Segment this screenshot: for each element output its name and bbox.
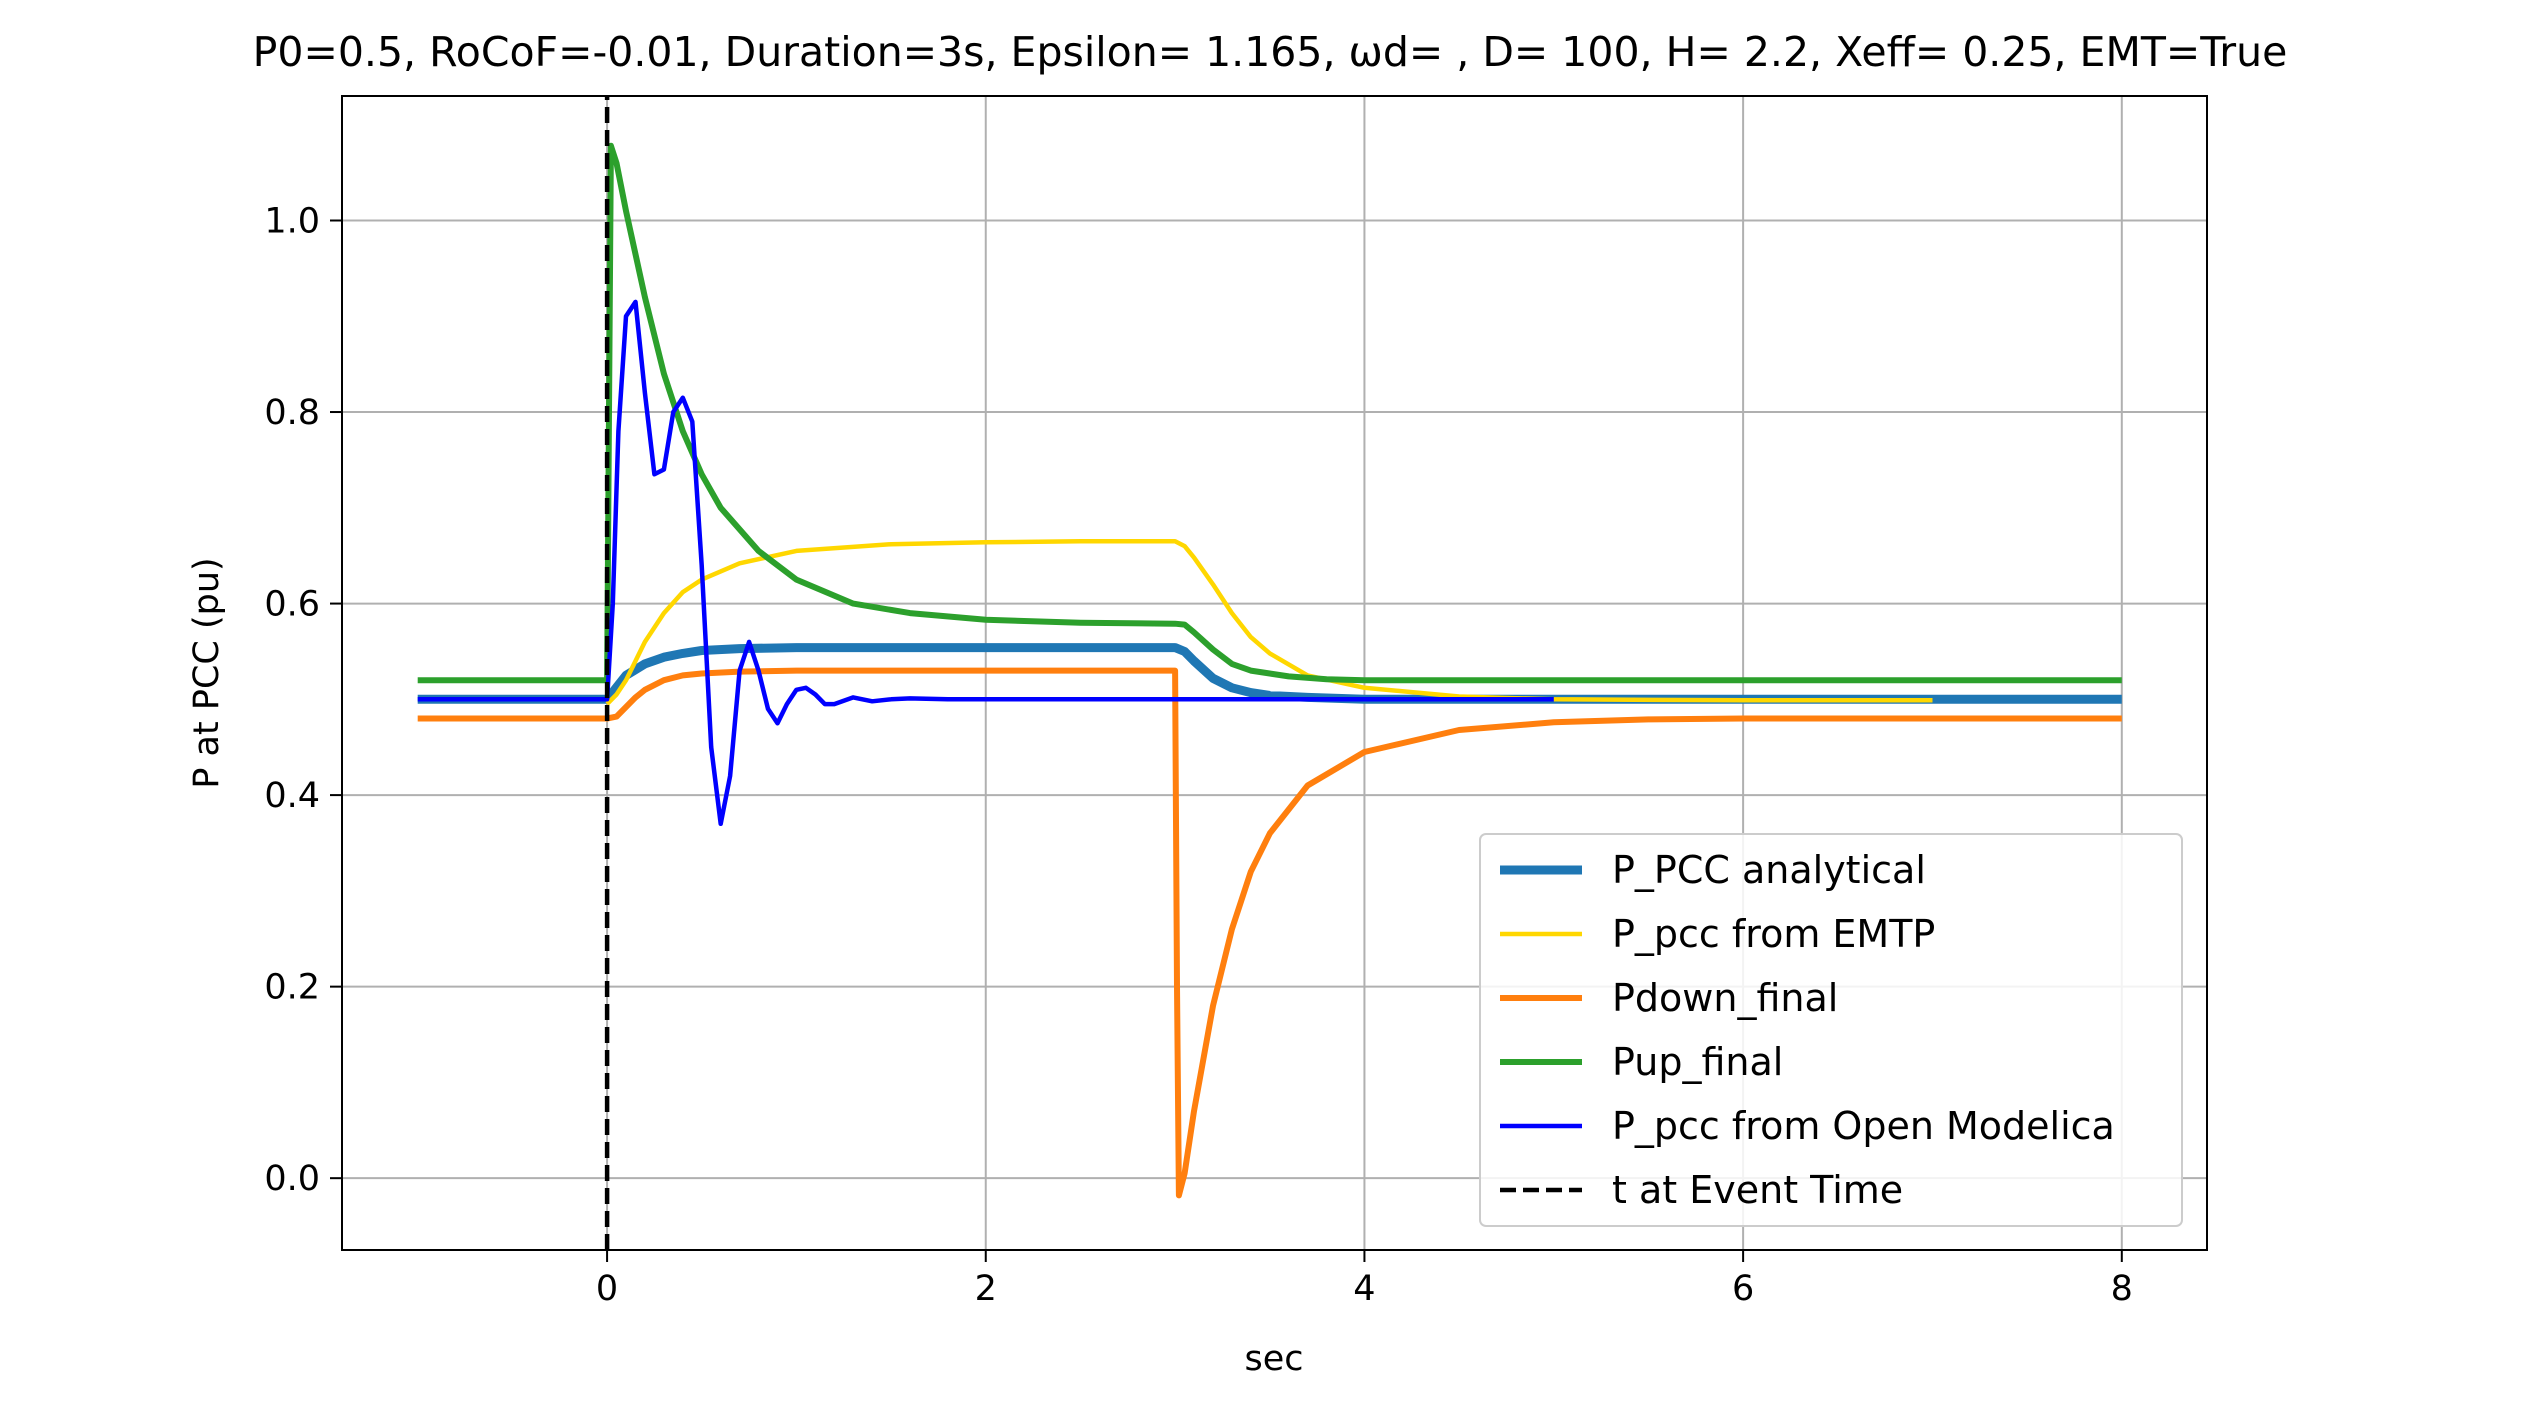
y-tick-label: 1.0	[264, 201, 320, 241]
legend: P_PCC analytical P_pcc from EMTP Pdown_fin…	[1479, 833, 2183, 1227]
series-line-pdown-final	[417, 667, 2122, 1199]
y-axis-label: P at PCC (pu)	[187, 557, 227, 788]
legend-label: P_pcc from Open Modelica	[1612, 1104, 2115, 1148]
legend-label: t at Event Time	[1612, 1168, 1903, 1212]
data-series	[417, 96, 2122, 1250]
x-tick-label: 0	[596, 1269, 618, 1309]
legend-label: P_PCC analytical	[1612, 848, 1926, 892]
y-axis: 0.0 0.2 0.4 0.6 0.8 1.0	[264, 201, 342, 1199]
x-tick-label: 2	[975, 1269, 997, 1309]
x-axis: 0 2 4 6 8	[596, 1250, 2133, 1309]
legend-box	[1479, 833, 2183, 1227]
legend-label: Pdown_final	[1612, 976, 1838, 1020]
y-tick-label: 0.4	[264, 776, 320, 816]
y-tick-label: 0.6	[264, 585, 320, 625]
series-line-p-pcc-from-open-modelica	[417, 299, 1554, 827]
x-tick-label: 6	[1732, 1269, 1754, 1309]
x-tick-label: 8	[2111, 1269, 2133, 1309]
series-line-p-pcc-from-emtp	[605, 539, 1933, 706]
x-tick-label: 4	[1353, 1269, 1375, 1309]
x-axis-label: sec	[1244, 1339, 1303, 1379]
plot-frame	[341, 95, 2208, 1251]
y-tick-label: 0.0	[264, 1159, 320, 1199]
legend-label: P_pcc from EMTP	[1612, 912, 1935, 956]
y-tick-label: 0.2	[264, 968, 320, 1008]
legend-label: Pup_final	[1612, 1040, 1783, 1084]
chart-title: P0=0.5, RoCoF=-0.01, Duration=3s, Epsilo…	[253, 28, 2288, 76]
y-tick-label: 0.8	[264, 393, 320, 433]
series-line-pup-final	[417, 142, 2122, 684]
